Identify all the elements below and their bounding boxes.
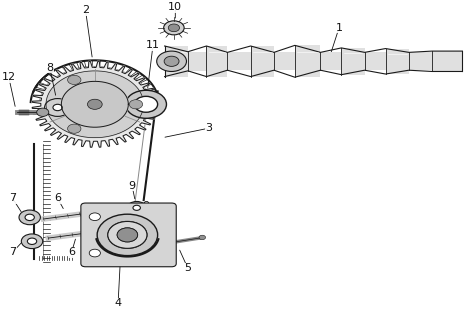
Circle shape — [68, 75, 81, 84]
Circle shape — [127, 202, 146, 214]
Circle shape — [168, 24, 180, 32]
Circle shape — [157, 51, 187, 71]
Circle shape — [53, 104, 62, 111]
Text: 6: 6 — [68, 247, 75, 257]
Text: 5: 5 — [184, 263, 191, 273]
Text: 3: 3 — [205, 123, 212, 133]
Circle shape — [108, 221, 147, 248]
FancyBboxPatch shape — [81, 203, 176, 267]
Text: 11: 11 — [146, 40, 160, 50]
Polygon shape — [46, 71, 144, 138]
Circle shape — [89, 213, 101, 220]
Circle shape — [117, 228, 138, 242]
Polygon shape — [385, 49, 409, 74]
Circle shape — [164, 21, 184, 35]
Text: 8: 8 — [46, 63, 53, 73]
Circle shape — [132, 220, 151, 233]
Text: 6: 6 — [54, 193, 61, 203]
Polygon shape — [409, 52, 432, 70]
Circle shape — [27, 238, 37, 244]
Circle shape — [117, 228, 138, 242]
Polygon shape — [62, 81, 128, 127]
Text: 4: 4 — [115, 298, 122, 308]
Text: 12: 12 — [2, 72, 16, 82]
Polygon shape — [274, 52, 295, 70]
Circle shape — [87, 99, 102, 109]
Polygon shape — [321, 52, 341, 70]
Circle shape — [164, 56, 179, 66]
Polygon shape — [251, 46, 274, 76]
Polygon shape — [164, 46, 188, 76]
Polygon shape — [206, 46, 227, 76]
Polygon shape — [32, 61, 157, 147]
Circle shape — [125, 90, 166, 118]
Circle shape — [68, 124, 81, 133]
Polygon shape — [432, 51, 462, 71]
Circle shape — [19, 210, 40, 225]
Polygon shape — [227, 52, 251, 70]
Text: 7: 7 — [9, 193, 16, 203]
Text: 2: 2 — [82, 5, 89, 15]
Polygon shape — [295, 45, 321, 77]
Circle shape — [133, 205, 141, 210]
Circle shape — [164, 240, 174, 246]
Circle shape — [21, 234, 43, 249]
Circle shape — [134, 96, 157, 112]
Circle shape — [129, 100, 143, 109]
Circle shape — [89, 249, 101, 257]
Polygon shape — [188, 52, 206, 71]
Circle shape — [25, 214, 34, 220]
Circle shape — [97, 214, 157, 256]
Text: 9: 9 — [142, 201, 149, 211]
Text: 1: 1 — [336, 23, 343, 33]
Circle shape — [37, 108, 49, 116]
Text: 10: 10 — [168, 2, 182, 12]
Circle shape — [108, 221, 147, 248]
Text: 7: 7 — [9, 247, 16, 257]
Polygon shape — [341, 48, 365, 75]
Circle shape — [199, 235, 205, 240]
Circle shape — [138, 224, 145, 229]
Text: 9: 9 — [128, 180, 136, 190]
Circle shape — [45, 99, 70, 116]
Polygon shape — [365, 52, 385, 70]
